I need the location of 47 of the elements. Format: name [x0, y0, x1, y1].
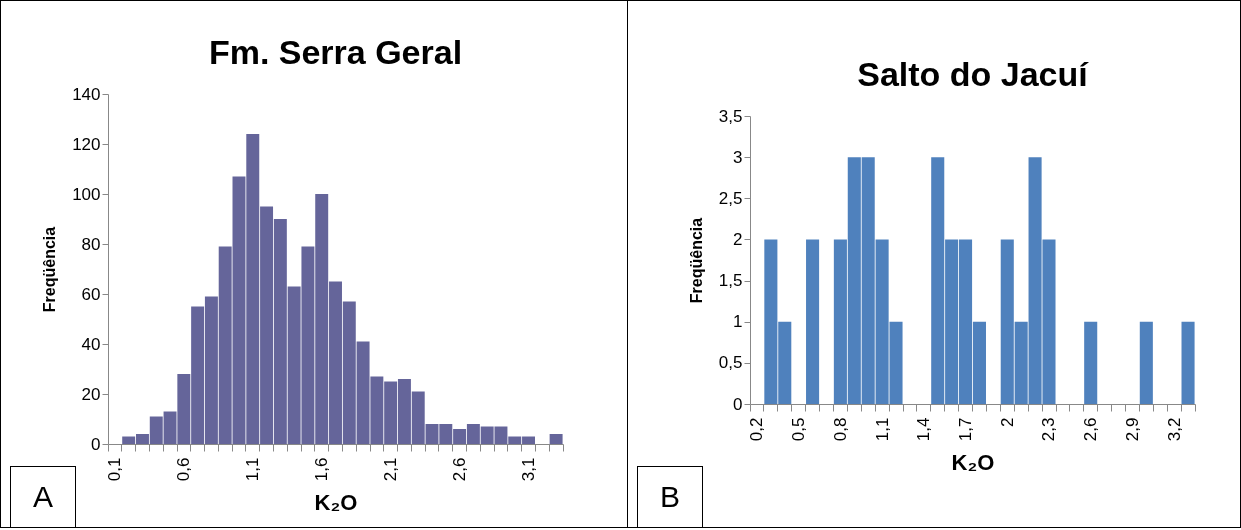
x-tick-label: 1,6 — [312, 457, 332, 482]
y-tick-label: 40 — [81, 334, 101, 354]
x-tick-label: 2,9 — [1122, 417, 1142, 442]
bar — [1084, 321, 1098, 404]
x-tick-label: 2,1 — [381, 457, 401, 482]
x-tick-label: 2,3 — [1039, 417, 1059, 442]
y-tick-label: 3 — [733, 147, 743, 167]
x-tick-label: 0,1 — [105, 457, 125, 482]
text: B — [637, 466, 703, 528]
x-tick-label: 2,6 — [450, 457, 470, 482]
y-tick-label: 0 — [733, 394, 743, 414]
y-tick-label: 60 — [81, 284, 101, 304]
y-tick-label: 0 — [91, 434, 101, 454]
bar — [1181, 321, 1195, 404]
x-tick-label: 0,5 — [789, 417, 809, 442]
y-tick-label: 1 — [733, 312, 743, 332]
x-tick-label: 1,7 — [956, 417, 976, 442]
x-tick-label: 2 — [997, 417, 1017, 427]
chart-title: Fm. Serra Geral — [208, 33, 463, 71]
y-tick-label: 140 — [72, 84, 101, 104]
x-tick-label: 3,1 — [519, 457, 539, 482]
y-tick-label: 2,5 — [718, 188, 743, 208]
x-axis-title: K₂O — [314, 490, 358, 516]
y-tick-label: 1,5 — [718, 271, 743, 291]
x-tick-label: 0,8 — [830, 417, 850, 442]
chart-title: Salto do Jacuí — [857, 55, 1090, 93]
y-tick-label: 120 — [72, 134, 101, 154]
x-tick-label: 1,1 — [243, 457, 263, 482]
y-axis-title: Freqüência — [41, 226, 59, 313]
y-tick-label: 80 — [81, 234, 101, 254]
x-tick-label: 0,6 — [174, 457, 194, 482]
y-tick-label: 20 — [81, 384, 101, 404]
x-tick-label: 1,4 — [914, 417, 934, 442]
x-axis-title: K₂O — [951, 450, 995, 476]
y-axis-title: Freqüência — [687, 217, 705, 304]
x-tick-label: 3,2 — [1164, 417, 1184, 442]
bar — [549, 434, 563, 444]
x-tick-label: 1,1 — [872, 417, 892, 442]
x-tick-label: 2,6 — [1081, 417, 1101, 442]
bar — [806, 239, 820, 404]
text: A — [10, 466, 76, 528]
x-tick-label: 0,2 — [747, 417, 767, 442]
y-tick-label: 3,5 — [718, 106, 743, 126]
y-tick-label: 100 — [72, 184, 101, 204]
bar — [1139, 321, 1153, 404]
y-tick-label: 0,5 — [718, 353, 743, 373]
y-tick-label: 2 — [733, 229, 743, 249]
